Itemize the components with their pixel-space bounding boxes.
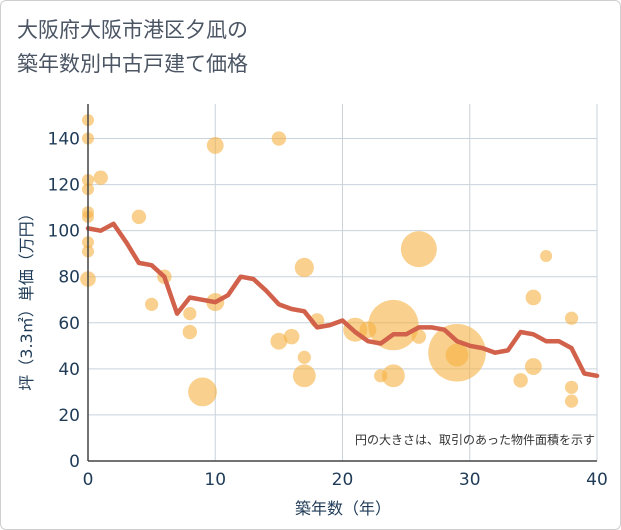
bubble-point [540,250,553,263]
bubble-point [564,311,579,325]
bubble-point [564,394,579,408]
bubble-point [270,332,288,350]
bubble-point [400,231,437,268]
bubble-point [513,373,528,388]
y-tick-label: 140 [48,130,80,150]
y-axis-label: 坪（3.3㎡）単価（万円） [17,205,36,390]
x-tick-label: 0 [83,470,94,490]
bubble-point [183,306,197,321]
bubble-point [297,350,311,364]
x-tick-label: 20 [332,470,354,490]
x-tick-label: 30 [459,470,481,490]
chart-title: 大阪府大阪市港区夕凪の 築年数別中古戸建て価格 [17,13,437,81]
chart-title-line-2: 築年数別中古戸建て価格 [17,52,248,76]
bubble-point [283,328,300,345]
x-tick-label: 40 [586,470,608,490]
chart-title-line-1: 大阪府大阪市港区夕凪の [17,18,248,42]
size-annotation: 円の大きさは、取引のあった物件面積を示す [355,432,595,447]
y-tick-label: 0 [69,452,80,472]
bubble-point [525,289,542,306]
x-tick-label: 10 [204,470,226,490]
y-tick-label: 120 [48,176,80,196]
average-price-line [85,221,600,379]
bubble-point [188,377,217,407]
bubble-point [93,170,108,185]
bubble-point [292,364,316,388]
bubble-point [524,358,542,375]
bubble-point [206,137,224,154]
line-layer [85,221,600,379]
bubble-point [131,209,147,225]
axis-layer: 0 20 40 60 80 100 120 140 0 10 20 30 40 [48,104,608,490]
bubble-point [411,329,427,344]
bubble-point [368,299,419,351]
bubble-point [182,324,197,340]
bubble-point [294,257,314,278]
bubble-point [382,364,405,388]
y-tick-label: 80 [58,268,80,288]
bubble-point [564,380,579,394]
y-tick-label: 20 [58,406,80,426]
bubble-layer [80,114,579,408]
bubble-point [445,343,469,367]
x-axis-label: 築年数（年） [295,499,391,518]
bubble-point [145,297,159,311]
y-tick-label: 100 [48,222,80,242]
y-tick-label: 40 [58,360,80,380]
bubble-point [271,131,287,146]
y-tick-label: 60 [58,314,80,334]
